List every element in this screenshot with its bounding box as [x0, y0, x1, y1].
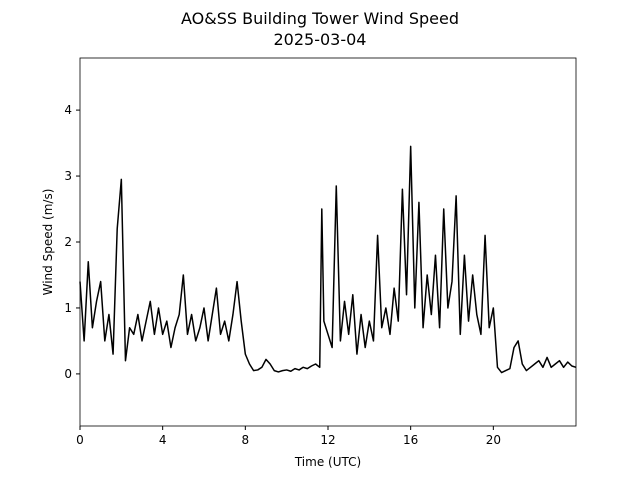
- y-tick-label: 4: [64, 103, 72, 117]
- y-axis-label: Wind Speed (m/s): [41, 189, 55, 296]
- x-tick-label: 8: [242, 433, 250, 447]
- y-tick-label: 3: [64, 169, 72, 183]
- x-axis-label: Time (UTC): [294, 455, 361, 469]
- plot-frame: [79, 57, 577, 427]
- x-tick-label: 12: [320, 433, 335, 447]
- chart-title: AO&SS Building Tower Wind Speed: [181, 9, 459, 28]
- chart-subtitle: 2025-03-04: [274, 30, 367, 49]
- data-line: [79, 145, 577, 374]
- x-tick-label: 20: [486, 433, 501, 447]
- y-tick-label: 2: [64, 235, 72, 249]
- y-tick-label: 1: [64, 301, 72, 315]
- x-tick-label: 4: [159, 433, 167, 447]
- x-tick-label: 0: [76, 433, 84, 447]
- x-tick-label: 16: [403, 433, 418, 447]
- y-tick-label: 0: [64, 367, 72, 381]
